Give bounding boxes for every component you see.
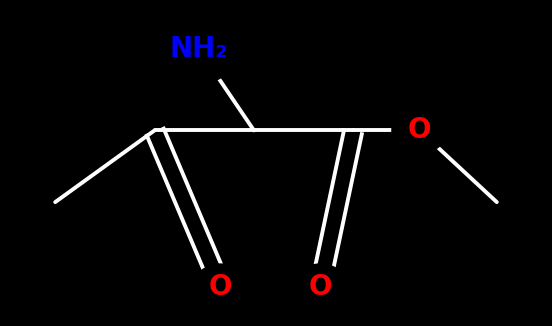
Ellipse shape <box>193 264 248 310</box>
Ellipse shape <box>157 15 240 83</box>
Ellipse shape <box>293 264 348 310</box>
Text: O: O <box>309 273 332 301</box>
Text: NH₂: NH₂ <box>169 35 228 63</box>
Text: O: O <box>408 116 431 144</box>
Text: O: O <box>209 273 232 301</box>
Ellipse shape <box>392 108 447 153</box>
